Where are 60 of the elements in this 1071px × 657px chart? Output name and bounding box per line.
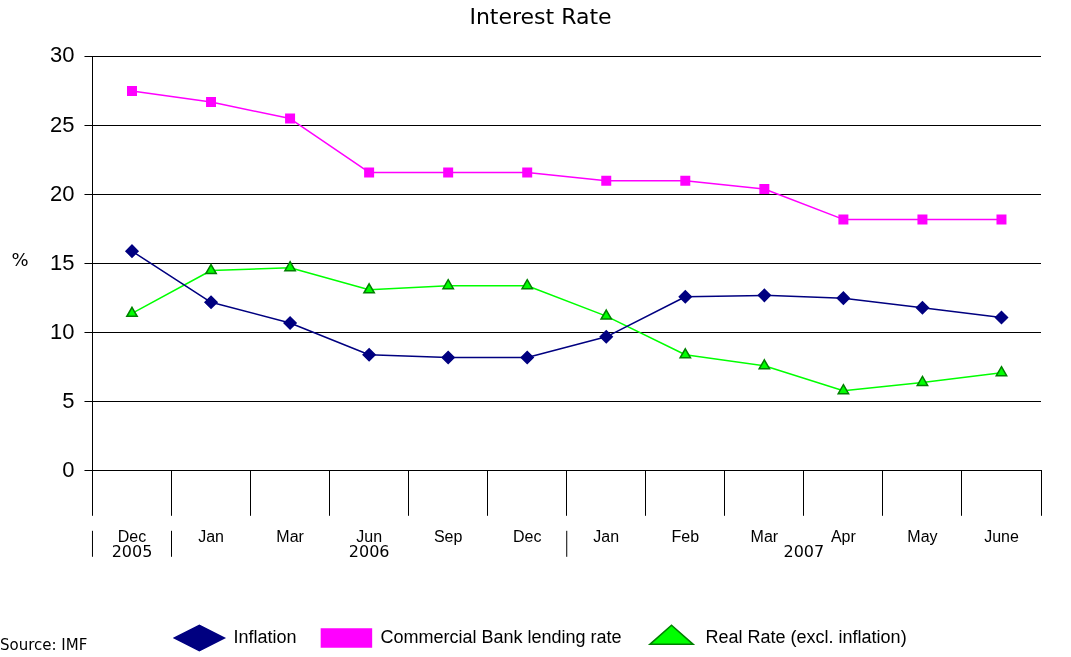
point bbox=[443, 167, 454, 178]
point bbox=[204, 295, 218, 310]
y-tick-label: 20 bbox=[49, 180, 75, 206]
point bbox=[759, 184, 770, 194]
point bbox=[600, 309, 613, 320]
y-tick-label: 25 bbox=[49, 111, 75, 137]
chart-title: Interest Rate bbox=[469, 3, 612, 29]
point bbox=[284, 260, 297, 272]
point bbox=[995, 365, 1008, 377]
x-tick-label: Feb bbox=[671, 527, 700, 545]
point bbox=[836, 291, 851, 305]
point bbox=[601, 175, 612, 186]
x-tick-label: Mar bbox=[750, 527, 779, 545]
x-tick-label: Apr bbox=[830, 527, 857, 545]
x-tick-label: Mar bbox=[276, 527, 305, 545]
y-tick-label: 0 bbox=[62, 456, 75, 482]
point bbox=[206, 96, 217, 107]
point bbox=[126, 306, 138, 318]
legend-label: Commercial Bank lending rate bbox=[380, 626, 622, 647]
point bbox=[127, 85, 137, 96]
point bbox=[520, 350, 534, 365]
source-note: Source: IMF bbox=[0, 636, 88, 654]
legend-label: Real Rate (excl. inflation) bbox=[705, 626, 907, 647]
x-tick-label: Jan bbox=[198, 527, 224, 545]
point bbox=[521, 278, 534, 290]
point bbox=[205, 263, 217, 275]
point bbox=[442, 278, 455, 290]
point bbox=[994, 310, 1009, 325]
x-tick-label: May bbox=[907, 527, 938, 545]
point bbox=[680, 175, 691, 186]
text: 2007 bbox=[783, 541, 825, 561]
point bbox=[758, 359, 771, 370]
x-tick-label: Sep bbox=[433, 527, 463, 545]
point bbox=[285, 113, 296, 124]
x-tick-label: Dec bbox=[512, 527, 542, 545]
point bbox=[364, 167, 375, 178]
point bbox=[283, 316, 297, 330]
y-tick-label: 10 bbox=[49, 318, 75, 344]
point bbox=[916, 375, 929, 387]
legend-label: Inflation bbox=[233, 626, 297, 647]
point bbox=[125, 244, 139, 258]
point bbox=[915, 301, 930, 315]
point bbox=[362, 348, 376, 362]
point bbox=[838, 214, 849, 225]
y-axis-title: % bbox=[11, 249, 29, 271]
point bbox=[917, 214, 928, 225]
point bbox=[522, 167, 533, 178]
point bbox=[679, 348, 692, 359]
point bbox=[441, 350, 455, 365]
y-tick-label: 5 bbox=[62, 387, 75, 413]
point bbox=[363, 283, 376, 294]
x-tick-label: Jan bbox=[593, 527, 620, 545]
point bbox=[757, 288, 772, 303]
point bbox=[599, 330, 614, 344]
y-tick-label: 30 bbox=[49, 42, 75, 68]
point bbox=[837, 383, 850, 395]
point bbox=[678, 290, 693, 304]
point bbox=[996, 214, 1007, 225]
x-tick-label: June bbox=[984, 527, 1019, 545]
y-tick-label: 15 bbox=[49, 249, 75, 275]
